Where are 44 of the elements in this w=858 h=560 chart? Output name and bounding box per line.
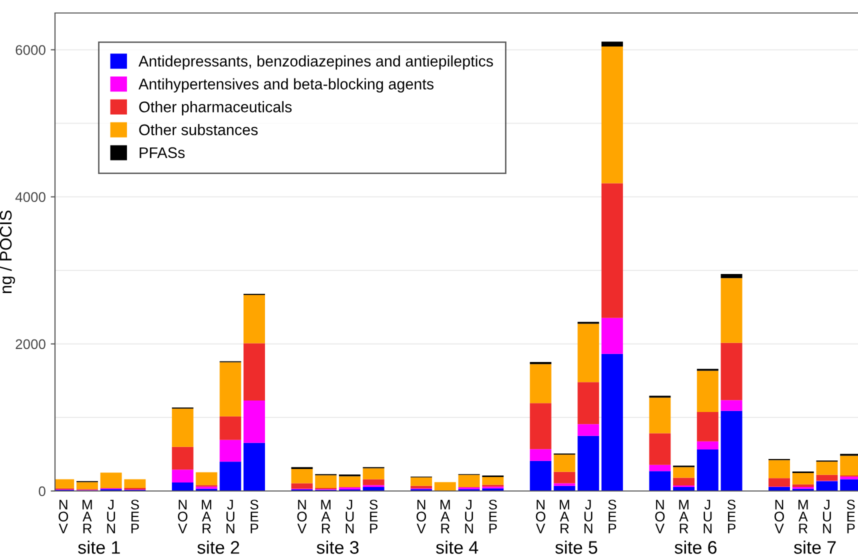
x-tick-label: SEP: [488, 500, 497, 534]
legend-label: PFASs: [140, 147, 185, 158]
x-tick-label: MAR: [560, 500, 570, 534]
x-tick-label: MAR: [798, 500, 808, 534]
legend-label: Other substances: [139, 124, 258, 136]
x-tick-label: JUN: [584, 500, 592, 534]
legend-label: Antidepressants, benzodiazepines and antiepileptics: [138, 55, 493, 70]
x-tick-label: JUN: [346, 500, 354, 534]
y-tick-label: 4000: [15, 192, 46, 202]
x-tick-label: NOV: [536, 500, 546, 534]
x-tick-label: MAR: [202, 500, 212, 534]
x-tick-label: SEP: [370, 500, 378, 534]
x-tick-label: SEP: [728, 500, 736, 534]
text: site 4: [436, 540, 478, 554]
text: site 5: [555, 540, 598, 554]
y-tick-label: 6000: [16, 45, 46, 55]
text: site 3: [316, 540, 359, 554]
text: site 7: [794, 540, 836, 554]
y-tick-label: 2000: [16, 339, 46, 350]
x-tick-label: MAR: [82, 500, 92, 534]
x-tick-label: JUN: [107, 500, 116, 534]
x-tick-label: SEP: [250, 500, 258, 534]
x-tick-label: MAR: [440, 500, 450, 534]
x-tick-label: SEP: [130, 500, 139, 534]
text: site 6: [674, 540, 717, 554]
x-tick-label: NOV: [58, 500, 68, 534]
x-tick-label: JUN: [465, 500, 473, 534]
x-tick-label: MAR: [321, 500, 330, 534]
text: site 1: [78, 540, 120, 554]
y-tick-label: 0: [38, 486, 46, 496]
legend-label: Antihypertensives and beta-blocking agents: [138, 78, 434, 92]
text: site 2: [197, 540, 240, 554]
x-tick-label: JUN: [823, 500, 831, 534]
x-tick-label: SEP: [608, 500, 616, 534]
x-tick-label: NOV: [178, 500, 188, 534]
x-tick-label: JUN: [226, 500, 234, 534]
x-tick-label: NOV: [416, 500, 426, 534]
x-tick-label: MAR: [679, 500, 688, 534]
x-tick-label: NOV: [655, 500, 665, 534]
legend-label: Other pharmaceuticals: [139, 101, 292, 116]
x-tick-label: SEP: [846, 500, 855, 534]
x-tick-label: NOV: [297, 500, 307, 534]
x-tick-label: JUN: [704, 500, 712, 534]
x-tick-label: NOV: [774, 500, 784, 534]
